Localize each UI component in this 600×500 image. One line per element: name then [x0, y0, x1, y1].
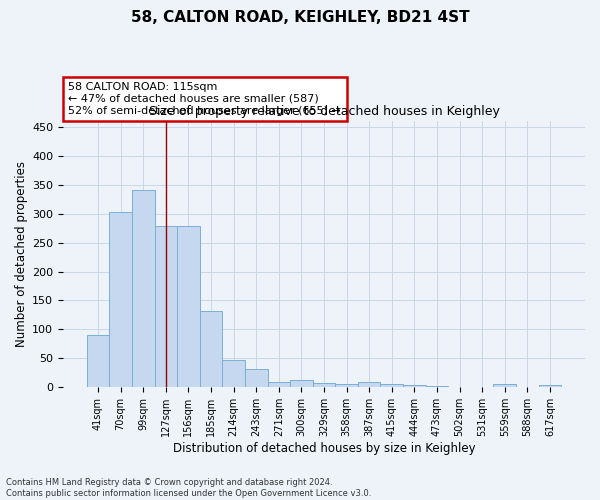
Bar	[87, 334, 109, 388]
Bar	[223, 360, 245, 388]
Bar	[493, 384, 516, 388]
Bar	[290, 380, 313, 388]
Y-axis label: Number of detached properties: Number of detached properties	[15, 161, 28, 347]
Bar	[109, 212, 132, 388]
Bar	[200, 311, 223, 388]
Bar	[425, 386, 448, 388]
Text: Contains HM Land Registry data © Crown copyright and database right 2024.
Contai: Contains HM Land Registry data © Crown c…	[6, 478, 371, 498]
Bar	[313, 384, 335, 388]
Text: 58 CALTON ROAD: 115sqm
← 47% of detached houses are smaller (587)
52% of semi-de: 58 CALTON ROAD: 115sqm ← 47% of detached…	[68, 82, 341, 116]
Bar	[380, 384, 403, 388]
Bar	[448, 387, 471, 388]
Bar	[335, 384, 358, 388]
Title: Size of property relative to detached houses in Keighley: Size of property relative to detached ho…	[149, 106, 499, 118]
Bar	[539, 385, 561, 388]
Text: 58, CALTON ROAD, KEIGHLEY, BD21 4ST: 58, CALTON ROAD, KEIGHLEY, BD21 4ST	[131, 10, 469, 25]
Bar	[132, 190, 155, 388]
Bar	[155, 226, 177, 388]
Bar	[177, 226, 200, 388]
Bar	[268, 382, 290, 388]
Bar	[245, 370, 268, 388]
X-axis label: Distribution of detached houses by size in Keighley: Distribution of detached houses by size …	[173, 442, 475, 455]
Bar	[403, 385, 425, 388]
Bar	[358, 382, 380, 388]
